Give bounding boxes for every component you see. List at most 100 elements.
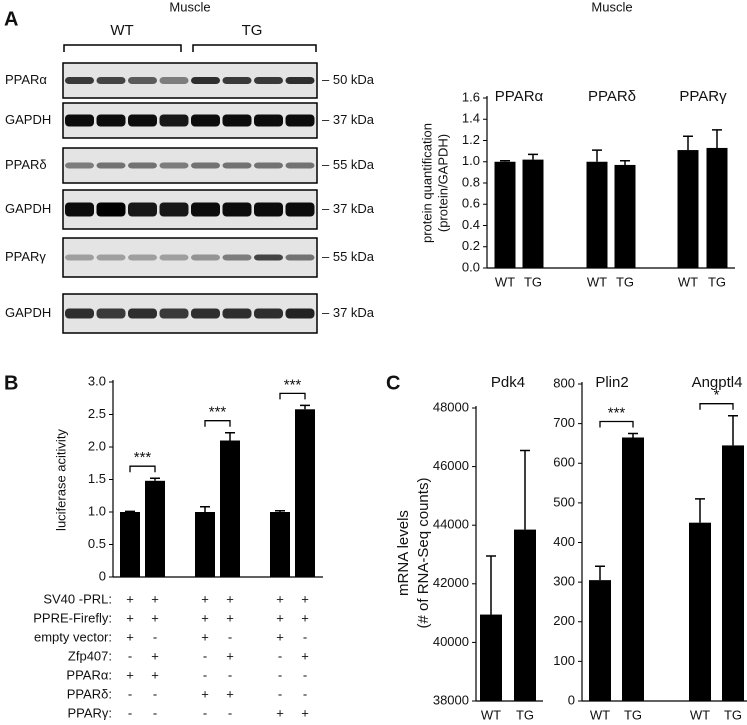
blot-band	[191, 202, 220, 217]
error-bar	[300, 404, 310, 410]
y-tick-label: 1.0	[462, 153, 480, 168]
blot-band	[254, 114, 283, 127]
y-axis-label: protein quantification	[419, 123, 434, 243]
y-tick-label: 0	[568, 692, 575, 707]
condition-sign: +	[201, 591, 209, 606]
condition-sign: +	[201, 629, 209, 644]
condition-label: Zfp407:	[68, 648, 112, 663]
blot-title: Muscle	[169, 0, 210, 14]
blot-band	[128, 308, 157, 319]
significance-bracket	[599, 420, 634, 428]
condition-sign: +	[301, 648, 309, 663]
bar	[589, 580, 611, 701]
significance-bracket	[279, 392, 306, 400]
condition-sign: -	[228, 629, 232, 644]
error-bar	[150, 477, 160, 481]
x-tick-label: WT	[678, 274, 698, 289]
group-label: Angptl4	[692, 374, 743, 391]
blot-band	[285, 308, 315, 319]
condition-sign: +	[151, 610, 159, 625]
blot-band	[222, 77, 252, 84]
y-tick-label: 1.0	[88, 503, 106, 518]
error-bar	[200, 506, 210, 512]
blot-band	[159, 77, 189, 84]
bar	[195, 512, 215, 577]
y-axis-label: (# of RNA-Seq counts)	[415, 478, 432, 629]
condition-sign: +	[126, 629, 134, 644]
blot-band	[285, 77, 315, 84]
y-tick-label: 3.0	[88, 373, 106, 388]
blot-band	[222, 308, 252, 319]
significance-bracket	[699, 403, 734, 410]
x-tick-label: TG	[708, 274, 726, 289]
blot-band	[254, 77, 283, 84]
bar	[586, 161, 608, 268]
blot-band	[159, 114, 189, 127]
blot-band	[285, 254, 315, 261]
y-tick-label: 700	[553, 415, 575, 430]
condition-sign: -	[278, 648, 282, 663]
panel-label: A	[4, 8, 18, 30]
condition-sign: -	[203, 648, 207, 663]
significance-label: ***	[284, 376, 302, 393]
blot-band	[222, 114, 252, 127]
condition-sign: +	[151, 591, 159, 606]
error-bar	[712, 129, 722, 148]
blot-band	[254, 202, 283, 217]
condition-sign: +	[226, 648, 234, 663]
blot-band	[191, 308, 220, 319]
blot-label: PPARδ	[5, 157, 47, 172]
blot-band	[285, 162, 315, 169]
condition-sign: +	[301, 610, 309, 625]
condition-sign: +	[301, 705, 309, 720]
bar	[120, 512, 140, 577]
y-tick-label: 300	[553, 574, 575, 589]
y-tick-label: 100	[553, 653, 575, 668]
chart-title: Muscle	[591, 0, 632, 14]
condition-sign: -	[278, 686, 282, 701]
condition-sign: +	[226, 686, 234, 701]
blot-band	[65, 202, 94, 217]
error-bar	[528, 153, 538, 160]
group-label: Pdk4	[491, 374, 525, 391]
bar	[677, 150, 699, 268]
blot-band	[254, 254, 283, 261]
y-tick-label: 1.2	[462, 132, 480, 147]
y-tick-label: 46000	[433, 458, 469, 473]
blot-band	[65, 254, 94, 261]
condition-sign: -	[128, 648, 132, 663]
x-tick-label: WT	[590, 707, 610, 722]
condition-label: PPARγ:	[67, 705, 112, 720]
y-tick-label: 1.5	[88, 471, 106, 486]
condition-sign: +	[301, 591, 309, 606]
y-tick-label: 0.5	[88, 536, 106, 551]
significance-label: ***	[608, 405, 626, 422]
y-tick-label: 0.0	[462, 259, 480, 274]
blot-band	[222, 254, 252, 261]
error-bar	[486, 555, 496, 615]
condition-label: empty vector:	[34, 629, 112, 644]
blot-size: – 37 kDa	[322, 112, 375, 127]
condition-sign: +	[276, 610, 284, 625]
blot-band	[128, 77, 157, 84]
bar	[270, 512, 290, 577]
error-bar	[125, 510, 135, 513]
panel-label: C	[386, 372, 400, 394]
blot-band	[191, 77, 220, 84]
error-bar	[520, 449, 530, 530]
blot-band	[96, 162, 126, 169]
blot-size: – 37 kDa	[322, 305, 375, 320]
error-bar	[683, 135, 693, 151]
blot-label: GAPDH	[5, 112, 51, 127]
condition-sign: +	[201, 610, 209, 625]
y-tick-label: 800	[553, 375, 575, 390]
blot-band	[128, 162, 157, 169]
bar	[614, 164, 636, 268]
condition-sign: +	[226, 610, 234, 625]
x-tick-label: TG	[524, 274, 542, 289]
bar	[622, 437, 644, 701]
condition-sign: -	[128, 686, 132, 701]
blot-size: – 37 kDa	[322, 201, 375, 216]
condition-sign: -	[153, 705, 157, 720]
